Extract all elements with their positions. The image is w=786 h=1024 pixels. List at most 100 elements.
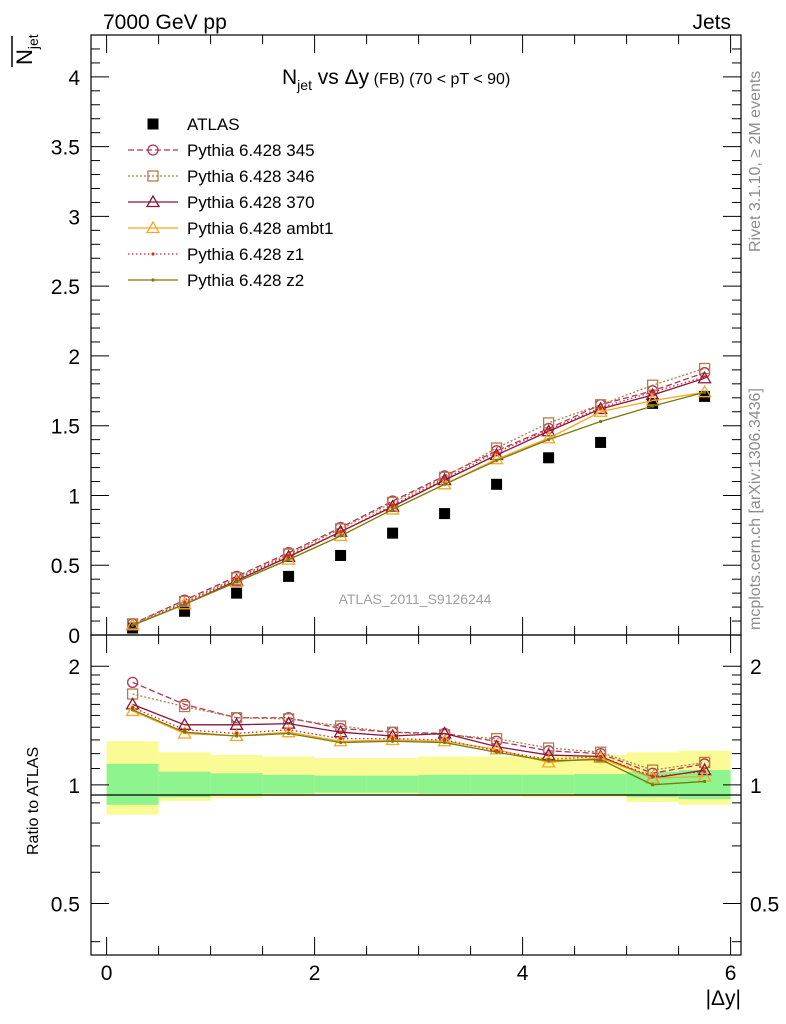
lower-series (125, 676, 712, 787)
upper-series-atlas (127, 390, 711, 634)
upper-ytick-label: 4 (68, 67, 80, 90)
legend-label-pythia-6-428-ambt1: Pythia 6.428 ambt1 (187, 219, 333, 238)
ratio-point-pythia-6-428-z1-10 (651, 774, 655, 779)
ratio-point-pythia-6-428-z1-5 (391, 737, 395, 741)
lower-bands (106, 741, 731, 815)
upper-line-pythia-6-428-z2 (132, 391, 705, 626)
ratio-band-inner (366, 775, 419, 793)
svg-text:Njet: Njet (12, 34, 41, 65)
upper-point-atlas-1 (179, 605, 191, 617)
ratio-band-inner (106, 763, 159, 805)
ratio-point-pythia-6-428-z2-1 (183, 730, 187, 734)
upper-point-pythia-6-428-z2-5 (391, 507, 395, 512)
upper-point-pythia-6-428-ambt1-4 (333, 528, 348, 542)
ratio-point-pythia-6-428-346-1 (178, 700, 191, 713)
ratio-point-pythia-6-428-z1-0 (131, 706, 135, 710)
upper-point-pythia-6-428-z1-8 (547, 428, 551, 432)
lower-xtick-label: 0 (101, 962, 113, 985)
ratio-point-pythia-6-428-370-4 (333, 724, 348, 738)
upper-point-pythia-6-428-ambt1-7 (489, 451, 504, 465)
ratio-series-pythia-6-428-z2 (131, 708, 707, 787)
ratio-point-pythia-6-428-z2-7 (495, 750, 499, 754)
upper-point-pythia-6-428-z2-0 (131, 623, 135, 627)
upper-point-pythia-6-428-z1-5 (391, 503, 395, 507)
upper-point-pythia-6-428-z2-3 (287, 558, 291, 562)
ratio-point-pythia-6-428-346-11 (698, 756, 711, 769)
upper-ytick-label: 2.5 (51, 276, 80, 299)
ratio-band-inner (314, 775, 367, 793)
ratio-point-pythia-6-428-z2-3 (287, 731, 291, 736)
upper-point-pythia-6-428-ambt1-8 (541, 430, 556, 444)
upper-ylabel-sub: jet (25, 34, 41, 50)
ratio-line-pythia-6-428-346 (132, 693, 705, 771)
upper-point-pythia-6-428-z1-6 (443, 477, 447, 481)
upper-point-pythia-6-428-z1-10 (651, 390, 655, 394)
upper-series (125, 362, 712, 634)
header-right: Jets (692, 11, 731, 34)
ratio-point-pythia-6-428-z2-10 (651, 783, 655, 787)
side-rivet: Rivet 3.1.10, ≥ 2M events (747, 71, 764, 252)
title-fb: (FB) (369, 71, 405, 88)
upper-point-pythia-6-428-z1-2 (235, 577, 239, 581)
upper-point-pythia-6-428-z2-8 (547, 438, 551, 442)
upper-point-pythia-6-428-z2-2 (235, 580, 239, 584)
upper-point-atlas-2 (231, 587, 243, 599)
lower-xtick-label: 6 (725, 962, 737, 985)
legend-label-pythia-6-428-z1: Pythia 6.428 z1 (187, 245, 304, 264)
upper-ytick-label: 0.5 (51, 555, 80, 578)
title-range: (70 < pT < 90) (405, 71, 511, 88)
upper-point-pythia-6-428-z1-9 (599, 405, 603, 410)
upper-point-pythia-6-428-370-11 (697, 370, 712, 384)
lower-panel: 0.5 0.5 1 1 2 2 0 2 4 6 Ratio to ATLAS |Δy| (25, 634, 779, 1010)
legend-label-pythia-6-428-345: Pythia 6.428 345 (187, 141, 315, 160)
legend-marker-atlas (147, 118, 159, 130)
upper-point-pythia-6-428-346-9 (594, 399, 607, 411)
ratio-point-pythia-6-428-346-2 (230, 712, 243, 724)
ratio-point-pythia-6-428-z2-11 (703, 779, 707, 784)
upper-ylabel: Njet (12, 34, 41, 65)
legend-marker-pythia-6-428-ambt1 (145, 220, 161, 234)
ratio-band-inner (158, 771, 211, 798)
upper-point-pythia-6-428-ambt1-9 (593, 404, 608, 417)
upper-point-pythia-6-428-370-3 (281, 549, 296, 563)
ratio-band-inner (470, 774, 523, 794)
upper-point-atlas-6 (439, 508, 451, 520)
upper-title: Njet vs Δy (FB) (70 < pT < 90) (282, 66, 510, 93)
upper-panel: 0 0.5 1 1.5 2 2.5 3 3.5 4 Njet vs Δy (FB) (70 < … (51, 34, 742, 648)
ratio-point-pythia-6-428-z1-3 (287, 728, 291, 732)
legend-label-atlas: ATLAS (187, 115, 240, 134)
upper-line-pythia-6-428-370 (132, 377, 705, 626)
legend-label-pythia-6-428-346: Pythia 6.428 346 (187, 167, 315, 186)
side-rivet-text: Rivet 3.1.10, ≥ 2M events (747, 71, 764, 252)
ratio-point-pythia-6-428-ambt1-7 (489, 742, 504, 755)
legend-item-pythia-6-428-ambt1: Pythia 6.428 ambt1 (128, 219, 333, 238)
lower-xtick-label: 2 (309, 962, 321, 985)
upper-ytick-label: 1.5 (51, 416, 80, 439)
legend: ATLAS Pythia 6.428 345 Pythia 6.428 346 Pyt… (128, 115, 333, 290)
ratio-point-pythia-6-428-z1-1 (183, 728, 187, 732)
xlabel: |Δy| (706, 987, 741, 1010)
ratio-point-pythia-6-428-346-4 (334, 720, 347, 732)
upper-point-pythia-6-428-370-5 (385, 499, 400, 512)
upper-point-atlas-10 (647, 397, 659, 409)
ratio-point-pythia-6-428-370-6 (437, 726, 452, 739)
ratio-point-pythia-6-428-z1-6 (443, 738, 447, 742)
legend-item-pythia-6-428-346: Pythia 6.428 346 (128, 167, 315, 186)
upper-point-atlas-9 (595, 436, 607, 448)
ratio-point-pythia-6-428-z1-4 (339, 737, 343, 741)
upper-point-atlas-4 (335, 549, 347, 561)
upper-ylabel-main: N (12, 49, 37, 65)
ratio-point-pythia-6-428-ambt1-8 (541, 755, 556, 768)
legend-label-pythia-6-428-z2: Pythia 6.428 z2 (187, 271, 304, 290)
upper-ytick-label: 0 (68, 625, 80, 648)
ratio-band-inner (574, 774, 627, 795)
upper-point-pythia-6-428-z2-11 (703, 390, 707, 394)
upper-point-pythia-6-428-z1-4 (339, 530, 343, 534)
ratio-point-pythia-6-428-ambt1-4 (333, 733, 348, 747)
upper-point-atlas-5 (387, 527, 399, 539)
ratio-point-pythia-6-428-z2-8 (547, 759, 551, 763)
upper-point-pythia-6-428-346-8 (542, 417, 555, 429)
ratio-line-pythia-6-428-z2 (132, 709, 705, 786)
legend-item-pythia-6-428-370: Pythia 6.428 370 (128, 193, 315, 212)
upper-line-pythia-6-428-345 (132, 372, 705, 625)
